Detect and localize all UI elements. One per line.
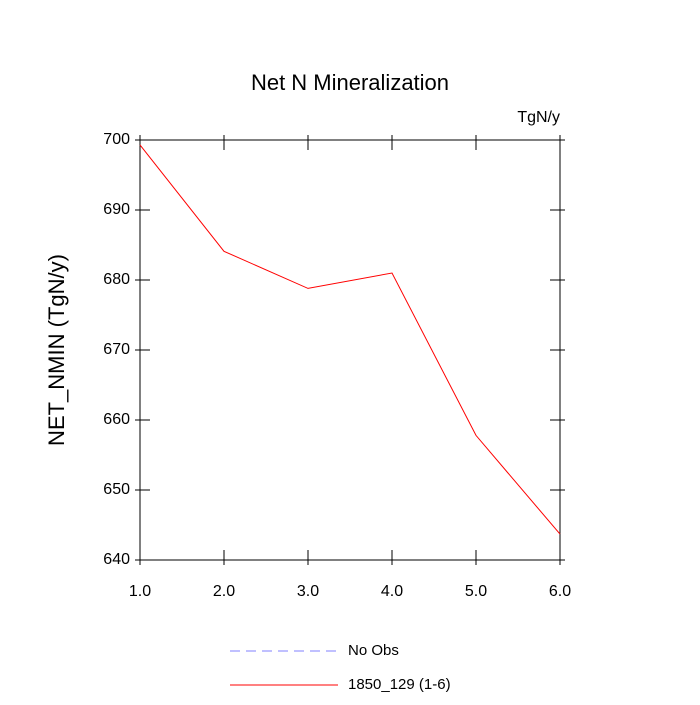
y-tick-label: 650 <box>103 481 130 498</box>
units-label: TgN/y <box>517 109 560 126</box>
x-tick-label: 1.0 <box>129 583 151 600</box>
x-tick-label: 3.0 <box>297 583 319 600</box>
y-tick-label: 640 <box>103 551 130 568</box>
legend-label: 1850_129 (1-6) <box>348 676 451 693</box>
y-axis-label: NET_NMIN (TgN/y) <box>44 254 69 446</box>
x-tick-label: 6.0 <box>549 583 571 600</box>
x-tick-label: 2.0 <box>213 583 235 600</box>
y-tick-label: 700 <box>103 131 130 148</box>
y-tick-label: 670 <box>103 341 130 358</box>
x-tick-label: 4.0 <box>381 583 403 600</box>
y-tick-label: 690 <box>103 201 130 218</box>
chart-title: Net N Mineralization <box>251 70 449 95</box>
data-line <box>139 144 561 535</box>
x-tick-label: 5.0 <box>465 583 487 600</box>
plot-frame <box>139 139 561 561</box>
y-tick-label: 660 <box>103 411 130 428</box>
y-tick-label: 680 <box>103 271 130 288</box>
legend-label: No Obs <box>348 642 399 659</box>
